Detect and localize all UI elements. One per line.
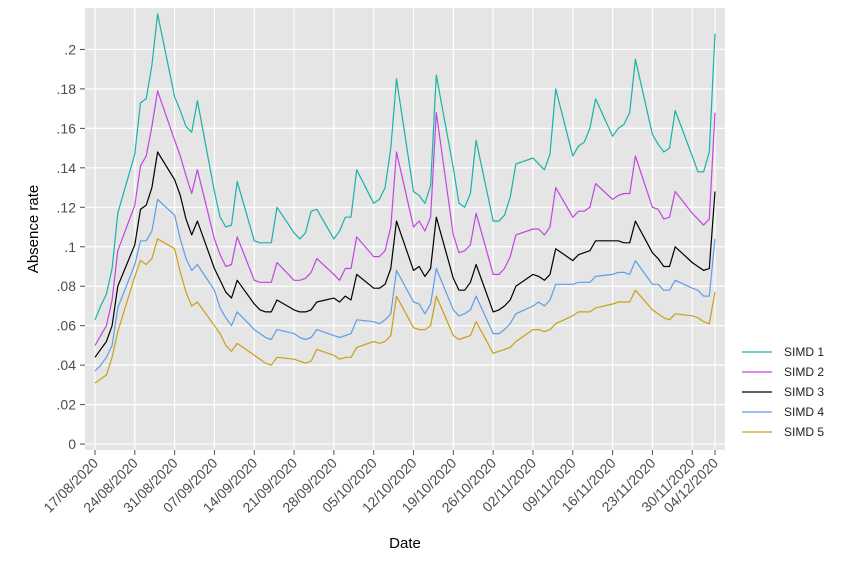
series-lines bbox=[94, 13, 716, 384]
y-tick-label: .18 bbox=[57, 81, 77, 97]
legend-label-simd-1: SIMD 1 bbox=[784, 345, 824, 359]
legend: SIMD 1 SIMD 2 SIMD 3 SIMD 4 SIMD 5 bbox=[742, 345, 824, 439]
series-line-simd-3 bbox=[94, 151, 716, 358]
plot-panel bbox=[85, 8, 725, 450]
y-axis: 0 .02 .04 .06 .08 .1 .12 .14 .16 .18 .2 bbox=[57, 41, 85, 452]
series-line-simd-1 bbox=[94, 13, 716, 321]
y-tick-label: .04 bbox=[57, 357, 77, 373]
x-axis-title: Date bbox=[389, 535, 421, 552]
y-tick-label: .06 bbox=[57, 318, 77, 334]
legend-label-simd-3: SIMD 3 bbox=[784, 385, 824, 399]
series-line-simd-5 bbox=[94, 238, 716, 384]
y-tick-label: .02 bbox=[57, 397, 77, 413]
legend-label-simd-4: SIMD 4 bbox=[784, 405, 824, 419]
x-axis: 17/08/202024/08/202031/08/202007/09/2020… bbox=[40, 450, 721, 516]
legend-label-simd-5: SIMD 5 bbox=[784, 425, 824, 439]
y-tick-label: .16 bbox=[57, 120, 77, 136]
legend-label-simd-2: SIMD 2 bbox=[784, 365, 824, 379]
y-tick-label: .08 bbox=[57, 278, 77, 294]
series-line-simd-4 bbox=[94, 198, 716, 372]
grid-lines bbox=[85, 8, 725, 450]
series-line-simd-2 bbox=[94, 90, 716, 346]
y-tick-label: .2 bbox=[64, 41, 76, 57]
y-tick-label: 0 bbox=[68, 436, 76, 452]
y-axis-title: Absence rate bbox=[25, 185, 42, 273]
y-tick-label: .12 bbox=[57, 199, 77, 215]
y-tick-label: .1 bbox=[64, 239, 76, 255]
y-tick-label: .14 bbox=[57, 160, 77, 176]
